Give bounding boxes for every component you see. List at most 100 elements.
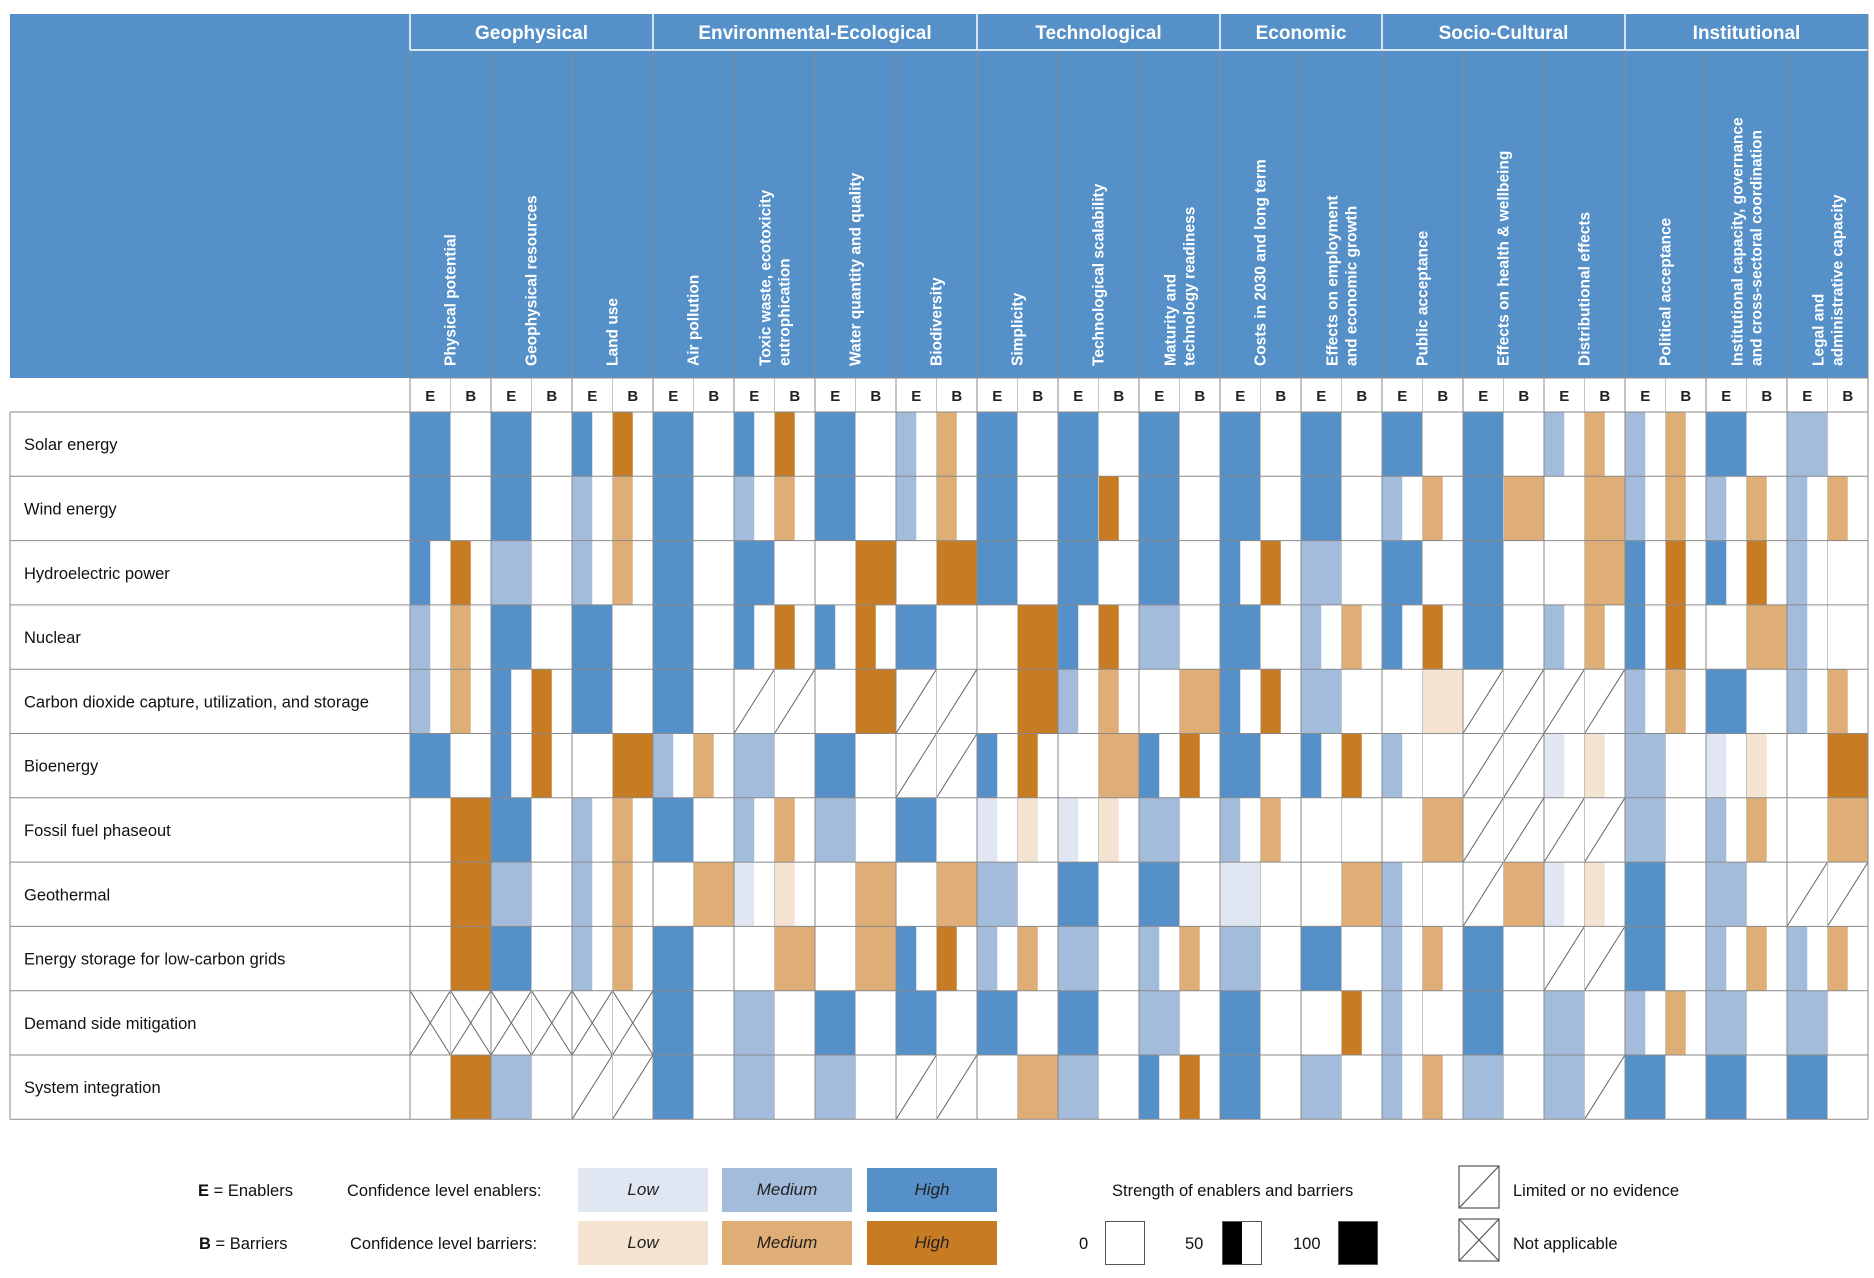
cell-2-13-fill [936, 540, 977, 605]
cell-2-18-fill [1139, 540, 1180, 605]
row-label-2: Hydroelectric power [24, 565, 170, 583]
cell-9-1-diag-b [450, 990, 492, 1056]
legend-strength-100-box [1338, 1221, 1378, 1265]
cell-0-22-fill [1301, 412, 1342, 477]
cell-3-8-fill [734, 604, 755, 670]
criterion-label-11-line0: Effects on employment [1325, 195, 1342, 366]
cell-4-31-fill [1665, 669, 1686, 734]
cell-0-4-fill [572, 412, 593, 477]
cell-0-16-fill [1058, 412, 1099, 477]
cell-0-28-fill [1544, 412, 1565, 477]
legend-b-letter: B [199, 1235, 211, 1253]
cell-2-6-fill [653, 540, 694, 605]
legend-not-applicable-icon [1458, 1218, 1500, 1262]
cell-5-32-fill [1706, 733, 1727, 798]
cell-0-2-fill [491, 412, 532, 477]
cell-0-10-fill [815, 412, 856, 477]
cell-9-4-diag-b [571, 990, 613, 1056]
cell-6-4-fill [572, 797, 593, 863]
eb-letter-33: B [1761, 388, 1772, 405]
cell-7-30-fill [1625, 862, 1666, 927]
cell-0-29-fill [1584, 412, 1605, 477]
cell-9-31-fill [1665, 990, 1686, 1055]
cell-9-18-fill [1139, 990, 1180, 1055]
legend-limited-evidence-label: Limited or no evidence [1513, 1182, 1680, 1200]
cell-9-8-fill [734, 990, 775, 1055]
cell-0-6-fill [653, 412, 694, 477]
cell-6-28-diag-a [1543, 797, 1585, 863]
cell-6-8-fill [734, 797, 755, 863]
row-label-0: Solar energy [24, 436, 118, 454]
cell-1-22-fill [1301, 476, 1342, 541]
eb-letter-13: B [951, 388, 962, 405]
cell-4-20-fill [1220, 669, 1241, 734]
criterion-label-4-line0: Toxic waste, ecotoxicity [758, 189, 775, 366]
cell-8-4-fill [572, 926, 593, 991]
cell-9-2-diag-b [490, 990, 532, 1056]
cell-10-25-fill [1422, 1055, 1443, 1120]
cell-4-21-fill [1260, 669, 1281, 734]
cell-7-24-fill [1382, 862, 1403, 927]
cell-8-15-fill [1017, 926, 1038, 991]
cell-0-20-fill [1220, 412, 1261, 477]
cell-3-10-fill [815, 604, 836, 670]
cell-10-10-fill [815, 1055, 856, 1120]
cell-0-12-fill [896, 412, 917, 477]
eb-letter-15: B [1032, 388, 1043, 405]
cell-4-11-fill [855, 669, 896, 734]
cell-0-14-fill [977, 412, 1018, 477]
criterion-label-1: Geophysical resources [524, 195, 541, 366]
cell-5-7-fill [693, 733, 714, 798]
cell-5-2-fill [491, 733, 512, 798]
criterion-label-7: Simplicity [1010, 292, 1027, 366]
criterion-label-8: Technological scalability [1091, 183, 1108, 366]
legend-strength-100-label: 100 [1293, 1235, 1321, 1253]
cell-7-35-diag-a [1827, 861, 1869, 927]
cell-6-12-fill [896, 797, 937, 863]
cell-8-30-fill [1625, 926, 1666, 991]
cell-8-9-fill [774, 926, 815, 991]
cell-3-18-fill [1139, 604, 1180, 670]
cell-3-33-fill [1746, 604, 1787, 670]
cell-6-30-fill [1625, 797, 1666, 863]
legend-e-definition: E = Enablers [198, 1182, 293, 1201]
cell-2-16-fill [1058, 540, 1099, 605]
criterion-label-13: Effects on health & wellbeing [1496, 151, 1513, 366]
cell-1-27-fill [1503, 476, 1544, 541]
criterion-label-9-line0: Maturity and [1163, 274, 1180, 366]
cell-6-5-fill [612, 797, 633, 863]
legend-b-definition: B = Barriers [199, 1235, 287, 1254]
cell-6-35-fill [1827, 797, 1868, 863]
cell-3-30-fill [1625, 604, 1646, 670]
cell-6-26-diag-a [1462, 797, 1504, 863]
cell-3-31-fill [1665, 604, 1686, 670]
row-label-5: Bioenergy [24, 758, 99, 776]
cell-9-23-fill [1341, 990, 1362, 1055]
cell-6-16-fill [1058, 797, 1079, 863]
cell-3-1-fill [450, 604, 471, 670]
eb-letter-7: B [708, 388, 719, 405]
cell-8-12-fill [896, 926, 917, 991]
cell-7-20-fill [1220, 862, 1261, 927]
cell-1-20-fill [1220, 476, 1261, 541]
cell-5-28-fill [1544, 733, 1565, 798]
cell-4-30-fill [1625, 669, 1646, 734]
cell-6-6-fill [653, 797, 694, 863]
cell-10-4-diag-a [571, 1054, 613, 1120]
category-label-0: Geophysical [475, 23, 588, 44]
eb-letter-18: E [1154, 388, 1164, 405]
eb-letter-30: E [1640, 388, 1650, 405]
cell-0-26-fill [1463, 412, 1504, 477]
eb-letter-19: B [1194, 388, 1205, 405]
cell-8-14-fill [977, 926, 998, 991]
row-label-10: System integration [24, 1079, 161, 1097]
criterion-label-2: Land use [605, 298, 622, 366]
legend-conf-barriers-label: Confidence level barriers: [350, 1235, 538, 1253]
cell-4-34-fill [1787, 669, 1808, 734]
cell-3-12-fill [896, 604, 937, 670]
cell-4-6-fill [653, 669, 694, 734]
cell-2-29-fill [1584, 540, 1625, 605]
legend-b-text: = Barriers [210, 1235, 288, 1253]
cell-10-13-diag-a [936, 1054, 978, 1120]
cell-4-12-diag-a [895, 668, 937, 734]
